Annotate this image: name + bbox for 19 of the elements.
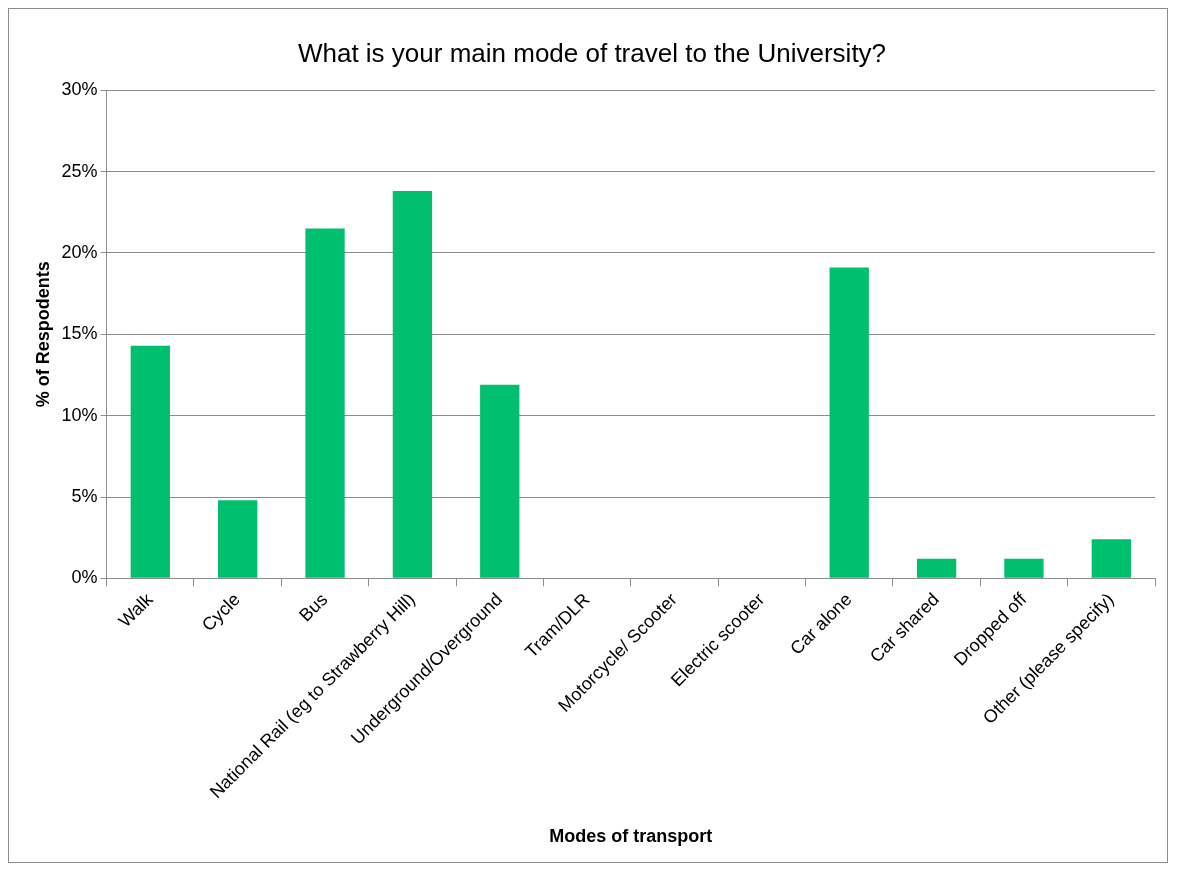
bar	[305, 228, 345, 578]
bar	[480, 384, 520, 578]
y-tick-label: 10%	[61, 404, 98, 425]
bar	[1004, 558, 1044, 578]
chart-title: What is your main mode of travel to the University?	[297, 37, 887, 68]
bar	[218, 500, 258, 578]
bar	[1091, 539, 1131, 578]
bar	[916, 558, 957, 578]
bar	[829, 267, 869, 578]
x-axis-title: Modes of transport	[549, 826, 713, 847]
y-tick-label: 0%	[71, 567, 98, 588]
y-tick-label: 15%	[61, 323, 98, 344]
y-tick-label: 5%	[71, 485, 98, 506]
bar	[130, 345, 170, 578]
y-tick-label: 25%	[61, 160, 98, 181]
bar	[392, 191, 433, 578]
y-axis-title: % of Respodents	[32, 261, 53, 408]
y-tick-label: 20%	[61, 241, 98, 262]
y-tick-label: 30%	[61, 79, 98, 100]
